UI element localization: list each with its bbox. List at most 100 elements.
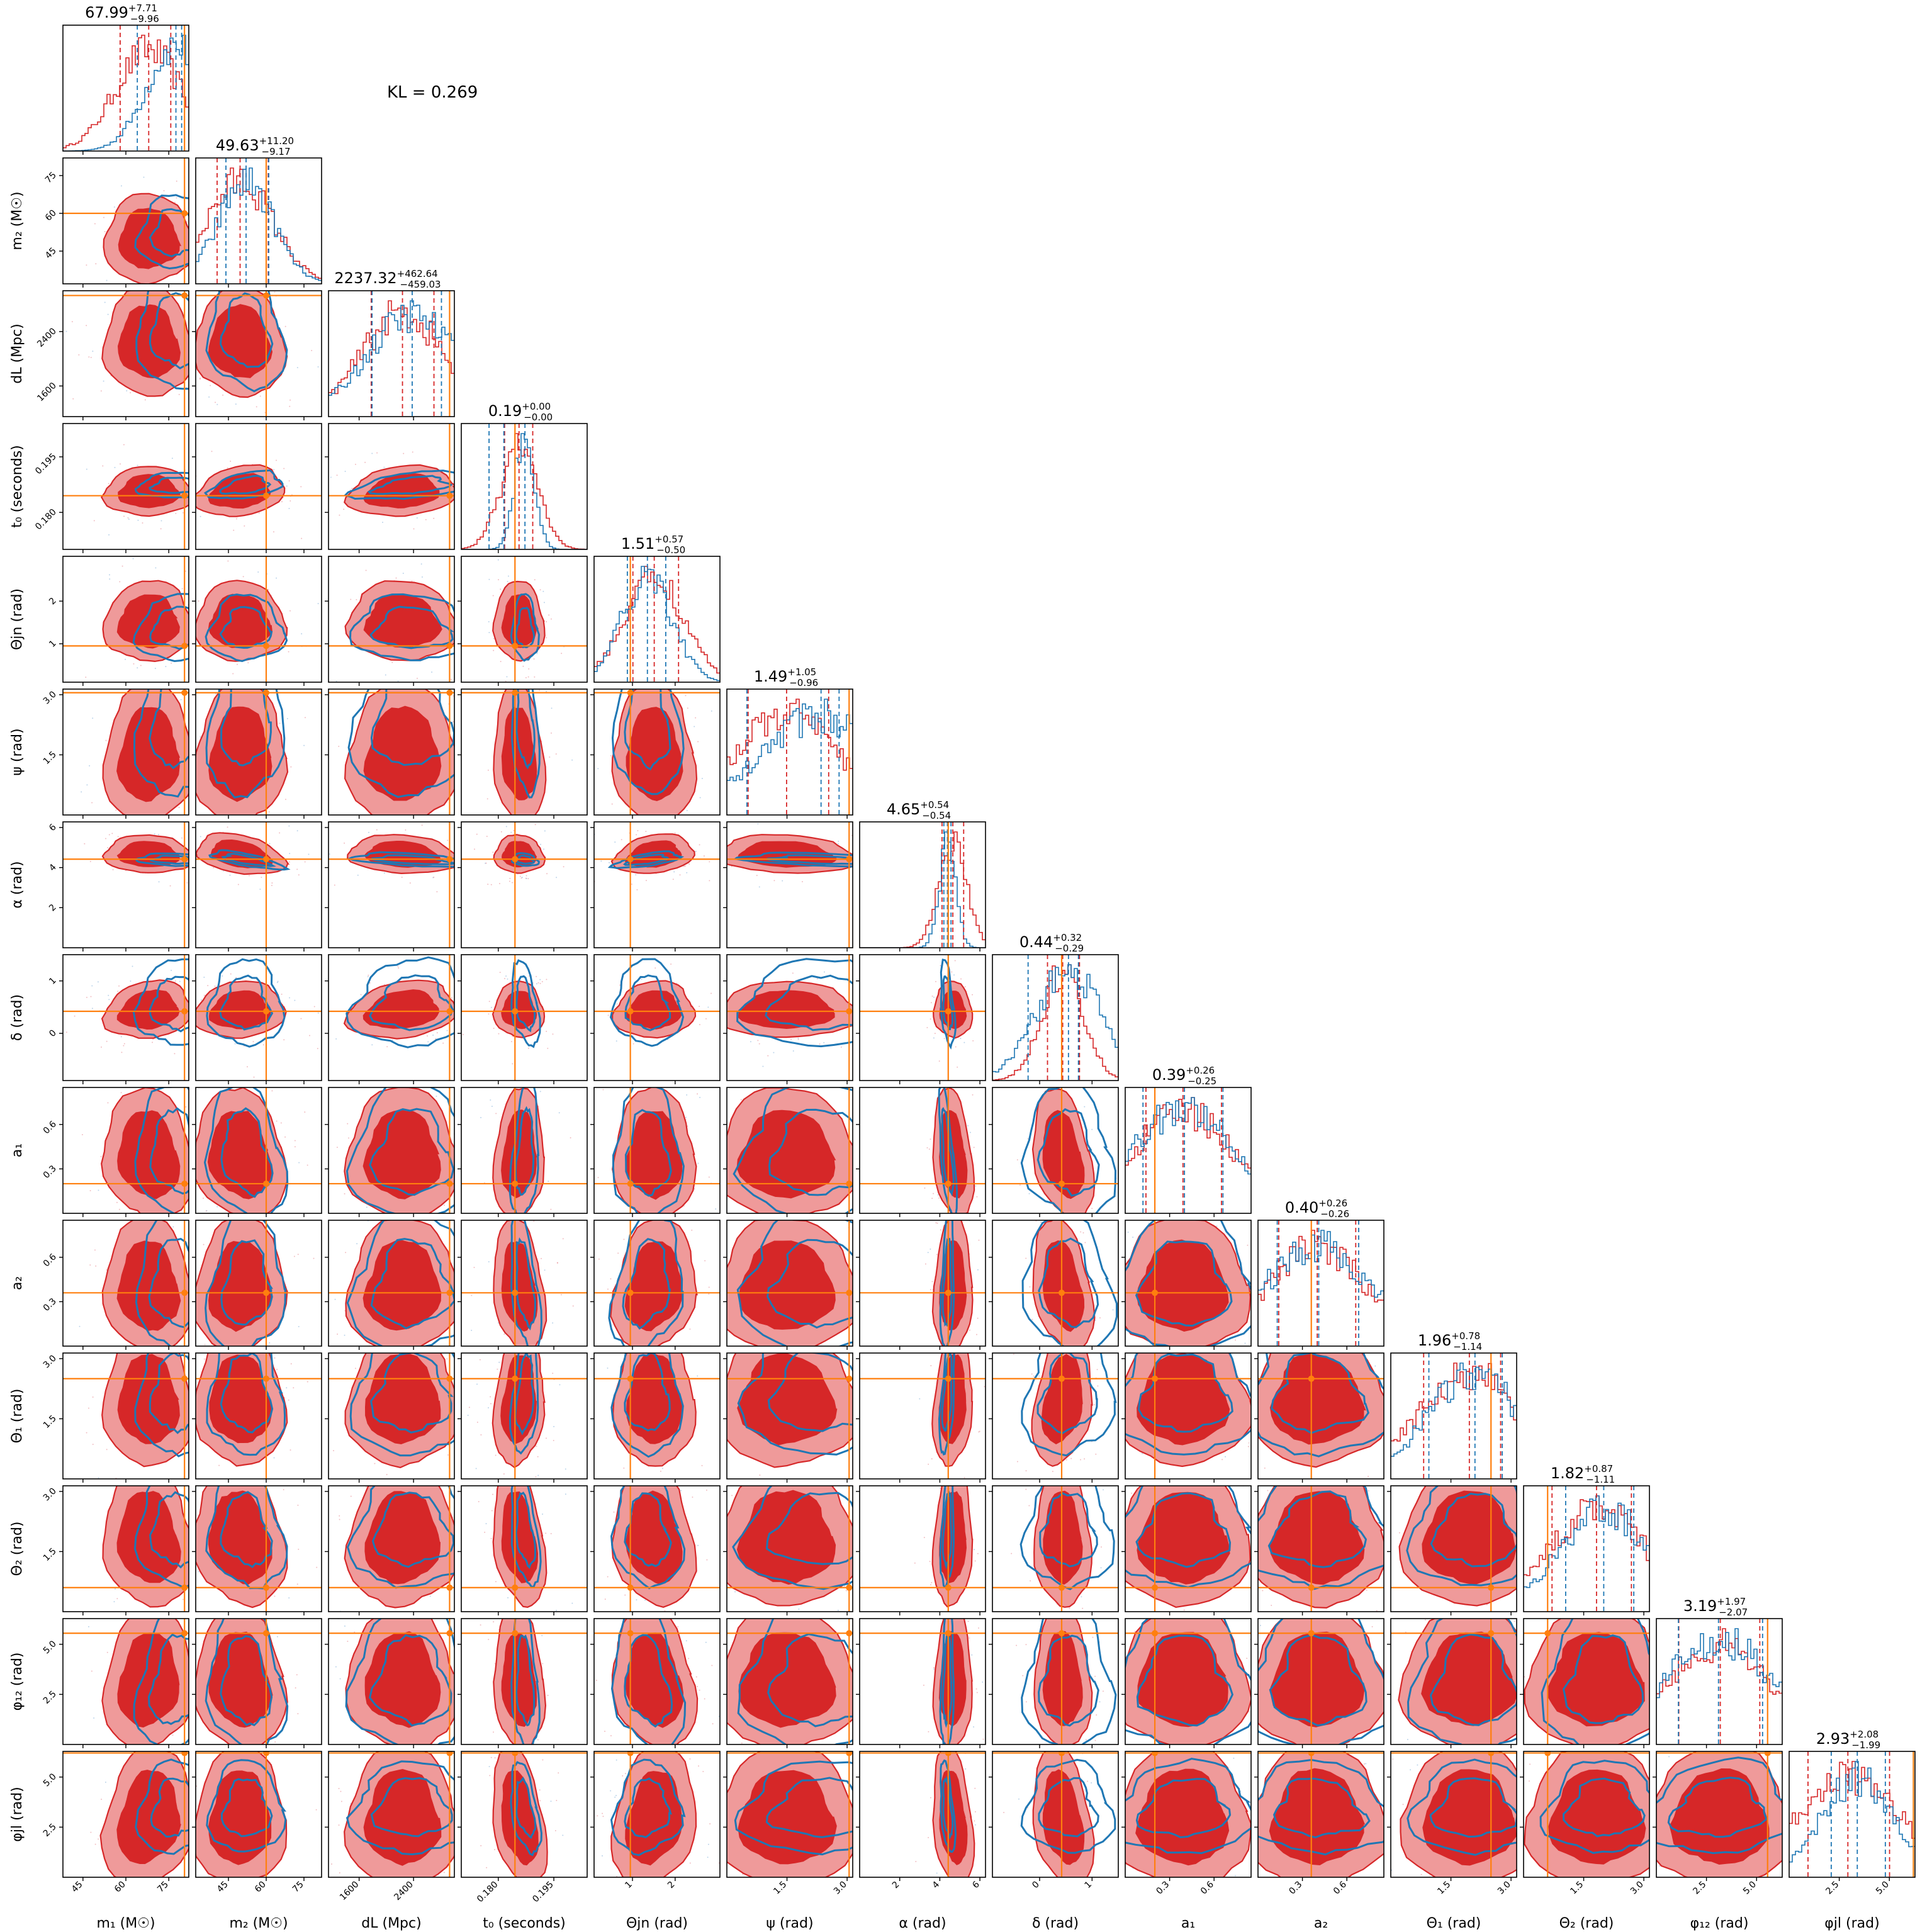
sample-point — [199, 515, 201, 517]
sample-point — [181, 837, 183, 839]
sample-point — [840, 1046, 842, 1048]
sample-point — [923, 1198, 924, 1199]
sample-point — [476, 1422, 478, 1424]
contour-panel-11-4 — [458, 1352, 588, 1483]
contour-blue-inner — [767, 1238, 853, 1329]
contour-blue-inner — [149, 975, 189, 1033]
sample-point — [405, 829, 407, 831]
sample-point — [504, 977, 506, 979]
sample-point — [74, 1015, 76, 1017]
sample-point — [706, 1294, 707, 1295]
panel-content — [1121, 1220, 1251, 1346]
contour-blue-inner — [149, 476, 189, 494]
title-minus: −0.26 — [1320, 1208, 1349, 1220]
sample-point — [1420, 1410, 1422, 1412]
panel-frame — [593, 954, 721, 1081]
sample-point — [427, 1038, 429, 1039]
sample-point — [178, 807, 180, 809]
sample-point — [553, 1425, 555, 1427]
sample-point — [298, 1162, 300, 1164]
sample-point — [532, 684, 533, 685]
contour-panel-11-3 — [325, 1352, 455, 1483]
histogram-blue — [992, 964, 1118, 1073]
injected-point — [512, 1008, 519, 1014]
contour-panel-7-6 — [723, 821, 853, 952]
contour-red-inner — [116, 707, 181, 802]
y-tick-label: 0 — [47, 1028, 59, 1040]
sample-point — [317, 366, 319, 368]
sample-point — [100, 1155, 102, 1157]
sample-point — [497, 1368, 498, 1370]
sample-point — [230, 973, 232, 975]
panel-content — [196, 689, 322, 815]
sample-point — [91, 802, 93, 804]
panel-content — [992, 955, 1118, 1081]
sample-point — [756, 875, 758, 877]
sample-point — [107, 1102, 109, 1104]
sample-point — [311, 350, 313, 352]
sample-point — [973, 1147, 975, 1149]
sample-point — [496, 1084, 497, 1085]
sample-point — [570, 1241, 571, 1242]
sample-point — [227, 467, 228, 469]
sample-point — [931, 1458, 933, 1460]
sample-point — [1121, 1226, 1122, 1227]
contour-blue-inner — [1137, 1353, 1233, 1433]
sample-point — [1394, 1407, 1395, 1408]
sample-point — [344, 842, 345, 844]
sample-point — [190, 832, 191, 833]
sample-point — [541, 1257, 542, 1259]
contour-blue-outer — [510, 689, 541, 799]
sample-point — [527, 878, 529, 880]
sample-point — [692, 987, 693, 989]
panel-content — [461, 424, 587, 549]
panel-content — [461, 1084, 587, 1213]
sample-point — [507, 581, 508, 583]
sample-point — [801, 881, 803, 883]
contour-blue-outer — [1021, 1220, 1118, 1346]
sample-point — [516, 1480, 517, 1481]
injected-point — [1152, 1375, 1159, 1382]
sample-point — [862, 1031, 863, 1033]
sample-point — [191, 681, 193, 682]
panel-content — [461, 822, 587, 948]
sample-point — [482, 595, 483, 596]
sample-point — [1082, 1232, 1084, 1233]
sample-point — [488, 578, 490, 580]
sample-point — [486, 982, 487, 983]
sample-point — [280, 1122, 282, 1124]
sample-point — [512, 687, 514, 688]
sample-point — [337, 1334, 339, 1335]
sample-point — [102, 465, 104, 467]
panel-content — [196, 955, 322, 1081]
sample-point — [386, 1046, 388, 1048]
sample-point — [339, 514, 340, 516]
sample-point — [432, 1034, 434, 1036]
sample-point — [451, 997, 452, 999]
sample-point — [106, 1040, 108, 1042]
sample-point — [190, 1236, 191, 1237]
sample-point — [430, 1348, 432, 1349]
sample-point — [643, 1067, 644, 1069]
sample-point — [123, 515, 125, 517]
sample-point — [789, 1351, 790, 1352]
sample-point — [700, 836, 702, 837]
sample-point — [174, 980, 176, 982]
contour-panel-11-7 — [856, 1352, 986, 1483]
title-minus: −0.25 — [1188, 1076, 1216, 1087]
title-plus: +0.26 — [1186, 1065, 1215, 1076]
sample-point — [113, 206, 115, 208]
sample-point — [89, 1189, 91, 1191]
injected-point — [181, 492, 188, 499]
sample-point — [65, 330, 67, 332]
sample-point — [978, 1431, 980, 1433]
injected-point — [512, 1289, 519, 1296]
x-axis-label-3: dL (Mpc) — [361, 1916, 421, 1931]
sample-point — [181, 1218, 182, 1220]
sample-point — [725, 1376, 726, 1378]
contour-blue-inner — [768, 1108, 853, 1196]
contour-blue-inner — [149, 208, 189, 257]
sample-point — [1096, 1369, 1098, 1371]
sample-point — [867, 1021, 868, 1022]
sample-point — [143, 176, 145, 178]
